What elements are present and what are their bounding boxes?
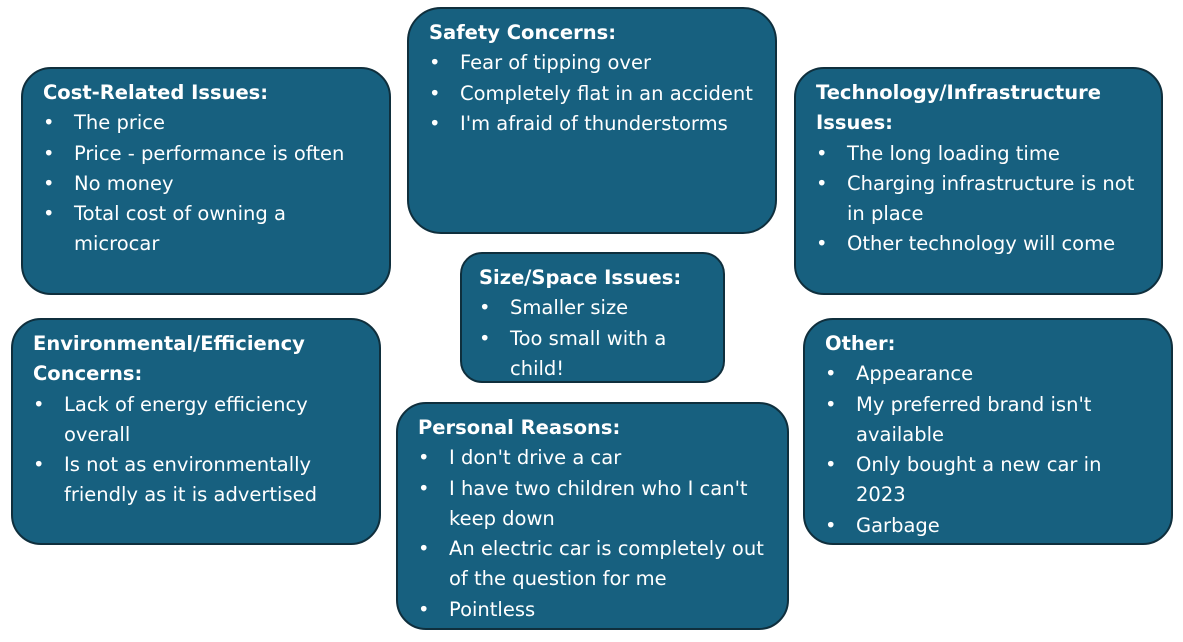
list-item: Only bought a new car in 2023: [825, 450, 1155, 511]
technology-infrastructure-list: The long loading time Charging infrastru…: [816, 139, 1145, 260]
personal-reasons-title: Personal Reasons:: [418, 416, 621, 439]
technology-infrastructure-title: Technology/Infrastructure Issues:: [816, 81, 1101, 135]
safety-concerns-title: Safety Concerns:: [429, 21, 617, 44]
list-item: I'm afraid of thunderstorms: [429, 109, 759, 140]
list-item: Fear of tipping over: [429, 48, 759, 79]
other-box: Other: Appearance My preferred brand isn…: [803, 318, 1173, 545]
list-item: Smaller size: [479, 293, 707, 324]
list-item: My preferred brand isn't available: [825, 390, 1155, 451]
list-item: Lack of energy efficiency overall: [33, 390, 363, 451]
list-item: The long loading time: [816, 139, 1145, 170]
list-item: The price: [43, 108, 373, 139]
list-item: Is not as environmentally friendly as it…: [33, 450, 363, 511]
list-item: Total cost of owning a microcar: [43, 199, 373, 260]
safety-concerns-list: Fear of tipping over Completely flat in …: [429, 48, 759, 139]
size-space-list: Smaller size Too small with a child!: [479, 293, 707, 384]
list-item: Garbage: [825, 511, 1155, 542]
cost-issues-list: The price Price - performance is often N…: [43, 108, 373, 259]
personal-reasons-box: Personal Reasons: I don't drive a car I …: [396, 402, 789, 630]
list-item: Completely flat in an accident: [429, 79, 759, 110]
list-item: No money: [43, 169, 373, 200]
list-item: Too small with a child!: [479, 324, 707, 385]
environmental-efficiency-title: Environmental/Efficiency Concerns:: [33, 332, 305, 386]
environmental-efficiency-box: Environmental/Efficiency Concerns: Lack …: [11, 318, 381, 545]
cost-issues-box: Cost-Related Issues: The price Price - p…: [21, 67, 391, 295]
size-space-title: Size/Space Issues:: [479, 266, 682, 289]
list-item: An electric car is completely out of the…: [418, 534, 771, 595]
other-list: Appearance My preferred brand isn't avai…: [825, 359, 1155, 541]
environmental-efficiency-list: Lack of energy efficiency overall Is not…: [33, 390, 363, 511]
list-item: Charging infrastructure is not in place: [816, 169, 1145, 230]
personal-reasons-list: I don't drive a car I have two children …: [418, 443, 771, 625]
cost-issues-title: Cost-Related Issues:: [43, 81, 269, 104]
technology-infrastructure-box: Technology/Infrastructure Issues: The lo…: [794, 67, 1163, 295]
other-title: Other:: [825, 332, 896, 355]
list-item: Price - performance is often: [43, 139, 373, 170]
list-item: Pointless: [418, 595, 771, 626]
list-item: Appearance: [825, 359, 1155, 390]
safety-concerns-box: Safety Concerns: Fear of tipping over Co…: [407, 7, 777, 234]
list-item: Other technology will come: [816, 229, 1145, 260]
list-item: I don't drive a car: [418, 443, 771, 474]
list-item: I have two children who I can't keep dow…: [418, 474, 771, 535]
size-space-box: Size/Space Issues: Smaller size Too smal…: [460, 252, 725, 383]
